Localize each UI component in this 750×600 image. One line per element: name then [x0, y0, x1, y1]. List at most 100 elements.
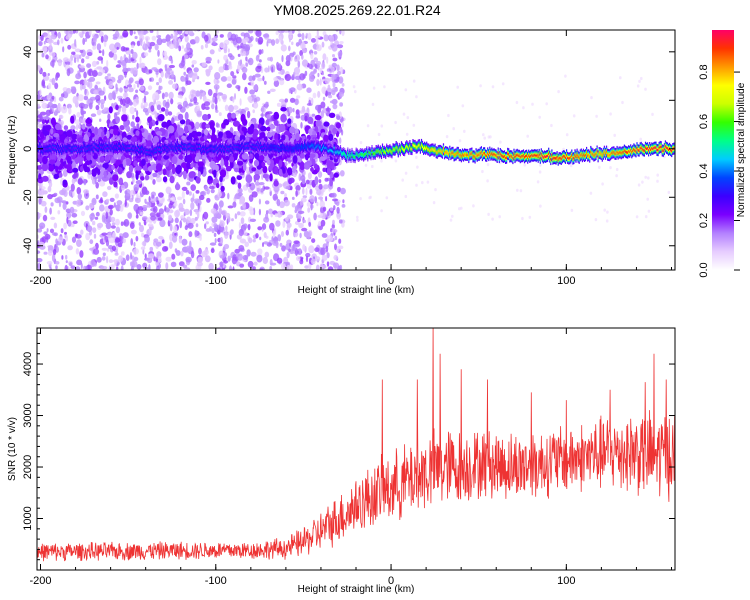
- noise-blob: [244, 37, 250, 43]
- noise-blob: [215, 122, 219, 128]
- noise-blob: [147, 253, 155, 259]
- band-blob: [181, 162, 188, 169]
- band-blob: [299, 161, 306, 171]
- noise-blob: [522, 106, 525, 110]
- noise-blob: [82, 103, 89, 109]
- band-blob: [290, 137, 294, 144]
- ridge-segment: [61, 149, 63, 153]
- noise-blob: [257, 36, 264, 45]
- ridge-segment: [59, 149, 61, 152]
- noise-blob: [152, 93, 156, 101]
- noise-blob: [325, 245, 329, 253]
- noise-blob: [204, 185, 209, 191]
- noise-blob: [590, 96, 593, 100]
- noise-blob: [237, 253, 243, 261]
- band-blob: [319, 156, 327, 162]
- noise-blob: [46, 228, 49, 233]
- noise-blob: [133, 31, 136, 35]
- noise-blob: [216, 80, 220, 84]
- noise-blob: [172, 205, 175, 209]
- noise-blob: [142, 248, 145, 255]
- noise-blob: [142, 262, 148, 269]
- noise-blob: [120, 98, 123, 105]
- noise-blob: [286, 251, 290, 259]
- noise-blob: [49, 266, 52, 270]
- ridge-segment: [157, 148, 160, 151]
- noise-blob: [354, 90, 357, 94]
- band-blob: [253, 173, 260, 181]
- ridge-segment: [93, 144, 95, 147]
- noise-blob: [321, 62, 326, 70]
- noise-blob: [310, 203, 313, 211]
- noise-blob: [70, 54, 74, 62]
- noise-blob: [37, 212, 41, 220]
- band-blob: [160, 107, 166, 112]
- noise-blob: [605, 219, 609, 223]
- noise-blob: [225, 225, 228, 232]
- noise-blob: [51, 52, 56, 58]
- band-blob: [227, 112, 233, 120]
- noise-blob: [98, 90, 105, 96]
- band-blob: [156, 131, 163, 136]
- noise-blob: [204, 34, 209, 42]
- noise-blob: [37, 258, 43, 263]
- band-blob: [157, 114, 165, 121]
- ridge-segment: [123, 146, 125, 149]
- noise-blob: [194, 229, 198, 238]
- band-blob: [152, 135, 159, 144]
- noise-blob: [308, 63, 313, 70]
- noise-blob: [145, 201, 152, 205]
- noise-blob: [272, 230, 276, 238]
- noise-blob: [155, 241, 162, 247]
- noise-blob: [107, 113, 111, 121]
- noise-blob: [244, 86, 248, 94]
- noise-blob: [458, 139, 462, 143]
- band-blob: [332, 127, 338, 134]
- band-blob: [71, 133, 78, 140]
- noise-blob: [172, 235, 178, 243]
- noise-blob: [269, 259, 273, 266]
- noise-blob: [238, 187, 243, 194]
- noise-blob: [572, 114, 576, 118]
- noise-blob: [115, 226, 121, 234]
- noise-blob: [37, 118, 43, 122]
- noise-blob: [323, 184, 329, 190]
- noise-blob: [486, 179, 489, 183]
- noise-blob: [148, 196, 151, 203]
- noise-blob: [550, 123, 553, 128]
- noise-blob: [76, 111, 81, 118]
- band-blob: [77, 137, 84, 143]
- noise-blob: [39, 111, 47, 116]
- ridge-segment: [233, 146, 235, 149]
- noise-blob: [317, 220, 322, 227]
- noise-blob: [449, 218, 453, 222]
- noise-blob: [45, 54, 49, 60]
- noise-blob: [112, 232, 117, 240]
- noise-blob: [327, 91, 332, 96]
- noise-blob: [168, 202, 173, 209]
- band-blob: [130, 136, 138, 143]
- noise-blob: [77, 94, 84, 102]
- noise-blob: [264, 251, 270, 258]
- band-blob: [195, 176, 201, 184]
- noise-blob: [332, 198, 339, 202]
- noise-blob: [45, 109, 51, 117]
- noise-blob: [158, 77, 162, 84]
- ridge-segment: [163, 147, 165, 150]
- noise-blob: [54, 261, 60, 265]
- noise-blob: [218, 66, 225, 73]
- band-blob: [240, 113, 246, 123]
- noise-blob: [291, 203, 296, 208]
- noise-blob: [371, 102, 375, 106]
- noise-blob: [320, 219, 326, 227]
- noise-blob: [310, 52, 314, 60]
- figure-title: YM08.2025.269.22.01.R24: [273, 2, 441, 18]
- noise-blob: [127, 59, 132, 63]
- noise-blob: [276, 257, 283, 264]
- noise-blob: [133, 248, 139, 255]
- ridge-segment: [153, 149, 155, 153]
- noise-blob: [311, 238, 316, 244]
- noise-blob: [143, 95, 147, 103]
- noise-blob: [125, 47, 130, 51]
- noise-blob: [320, 101, 326, 109]
